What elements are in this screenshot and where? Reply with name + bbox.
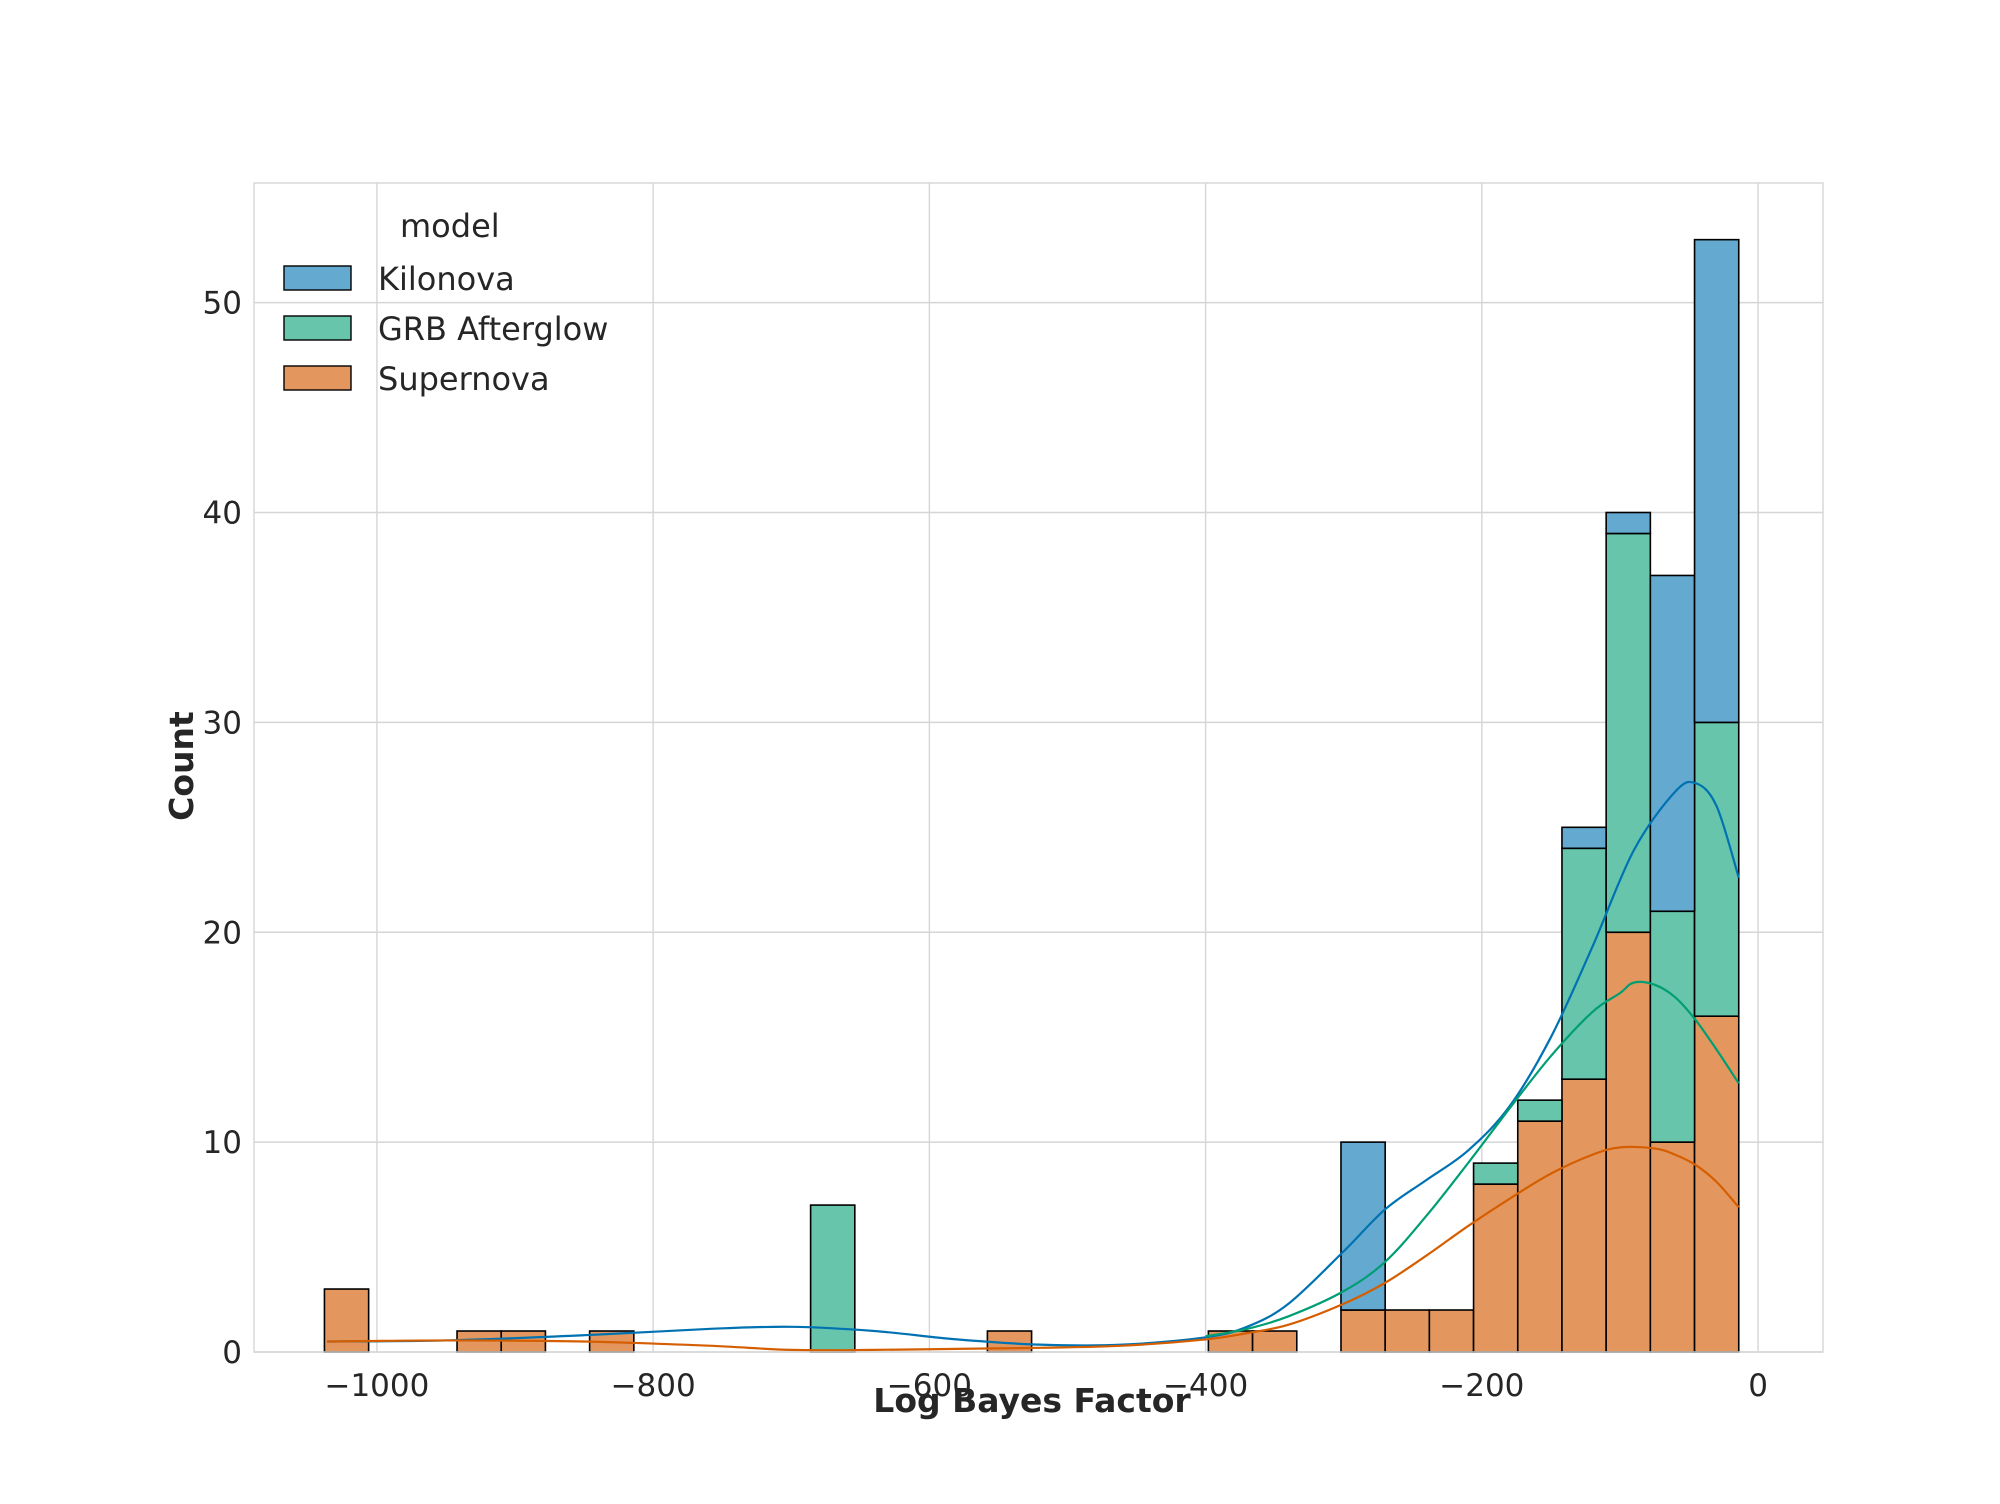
x-tick-label: −600 [887,1368,972,1404]
bar-kilonova [1693,238,1740,724]
kde-line-supernova [327,1145,1740,1352]
x-tick-label: −800 [611,1368,696,1404]
x-tick-label: −1000 [324,1368,429,1404]
x-tick-label: 0 [1748,1368,1768,1404]
bar-kilonova [1561,826,1607,850]
legend-label-grb-afterglow: GRB Afterglow [378,310,608,348]
bar-grb-afterglow [1516,1099,1563,1122]
bar-supernova [1251,1330,1298,1353]
y-tick-label: 0 [222,1335,242,1371]
legend-swatch-grb-afterglow [283,315,352,341]
x-axis-title: Log Bayes Factor [873,1381,1191,1420]
histogram-bars [323,238,1740,1353]
y-tick-label: 10 [203,1125,242,1161]
legend-swatch-kilonova [283,265,352,291]
bar-kilonova [1605,511,1652,535]
bar-supernova [1428,1309,1475,1353]
y-axis-ticks: 0 10 20 30 40 50 [203,286,242,1371]
bar-kilonova [1649,574,1696,913]
bar-grb-afterglow [1472,1162,1519,1185]
bar-grb-afterglow [1605,532,1652,934]
y-tick-label: 50 [203,286,242,322]
y-tick-label: 30 [203,705,242,741]
y-axis-title: Count [162,711,201,821]
y-tick-label: 20 [203,915,242,951]
bar-grb-afterglow [1649,910,1696,1143]
legend-label-kilonova: Kilonova [378,260,515,298]
kde-line-kilonova [327,780,1740,1347]
x-tick-label: −400 [1163,1368,1248,1404]
bar-supernova [1561,1078,1607,1353]
bar-supernova [1693,1015,1740,1353]
bar-supernova [1649,1141,1696,1353]
legend-title: model [400,207,500,245]
bar-supernova [1516,1120,1563,1353]
legend-label-supernova: Supernova [378,360,550,398]
bar-grb-afterglow [1693,721,1740,1018]
gridlines [254,183,1823,1353]
bar-kilonova [1340,1141,1386,1311]
legend: model Kilonova GRB Afterglow Supernova [283,207,608,398]
bar-supernova [1472,1183,1519,1353]
y-tick-label: 40 [203,496,242,532]
legend-swatch-supernova [283,365,352,391]
x-tick-label: −200 [1439,1368,1524,1404]
bar-supernova [1384,1309,1431,1353]
kde-line-grb-afterglow [1205,980,1740,1338]
bar-supernova [1605,931,1652,1353]
legend-entries: Kilonova GRB Afterglow Supernova [283,260,608,398]
kde-curves [327,780,1740,1352]
plot-frame [253,182,1824,1353]
bar-supernova [1340,1309,1386,1353]
x-axis-ticks: −1000 −800 −600 −400 −200 0 [324,1368,1767,1404]
